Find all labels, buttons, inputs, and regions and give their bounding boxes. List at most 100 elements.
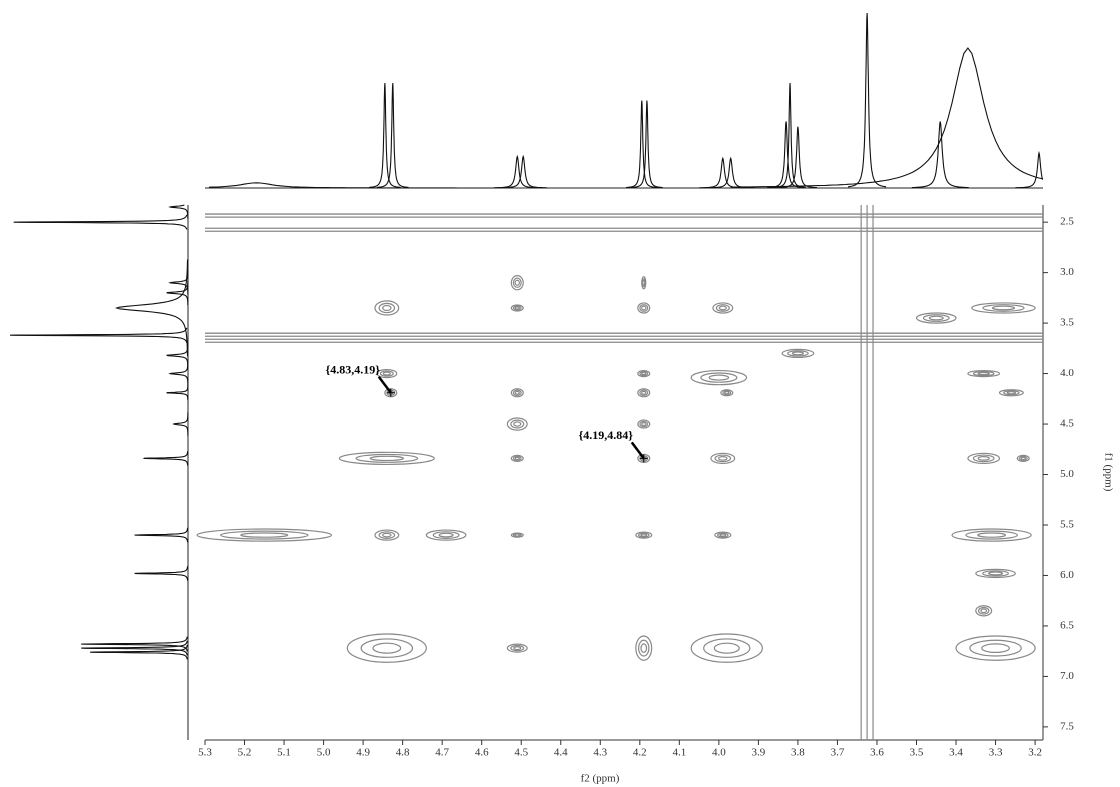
cross-peak-contour [639, 371, 649, 377]
cross-peak-contour [638, 532, 650, 538]
cross-peak-contour [510, 275, 524, 291]
annotation-label: {4.83,4.19} [326, 363, 381, 377]
cross-peak-contour [637, 302, 651, 314]
y-tick-label: 6.5 [1060, 619, 1074, 631]
cross-peak-contour [975, 605, 993, 617]
left-projection-peak [13, 214, 188, 230]
cross-peak-contour [512, 455, 522, 461]
cross-peak-contour [713, 642, 740, 654]
y-tick-label: 5.0 [1060, 468, 1074, 480]
cross-peak-contour [355, 453, 419, 463]
cross-peak-contour [506, 417, 528, 431]
x-tick-label: 3.9 [752, 747, 766, 759]
cross-peak-contour [928, 315, 944, 321]
x-tick-label: 4.1 [672, 747, 686, 759]
cross-peak-contour [965, 530, 1018, 540]
cross-peak-contour [714, 531, 732, 539]
cross-peak-contour [971, 302, 1036, 314]
cross-peak-contour [700, 372, 738, 383]
cross-peak-contour [977, 371, 990, 376]
annotation-label: {4.19,4.84} [579, 428, 634, 442]
cross-peak-contour [967, 369, 1001, 378]
cross-peak-contour [708, 374, 730, 381]
cross-peak-contour [1006, 391, 1017, 395]
cross-peak-contour [640, 533, 648, 537]
cross-peak-contour [379, 370, 394, 377]
cross-peak-contour [638, 639, 650, 657]
cross-peak-contour [703, 638, 751, 658]
y-tick-label: 7.0 [1060, 670, 1074, 682]
x-tick-label: 5.2 [238, 747, 252, 759]
top-projection-peak [1015, 150, 1044, 189]
cross-peak-contour [635, 531, 653, 539]
cross-peak-contour [374, 529, 400, 541]
cross-peak-contour [378, 302, 396, 314]
cross-peak-contour [955, 635, 1036, 661]
cross-peak-contour [432, 531, 460, 539]
left-projection-peak [143, 451, 189, 466]
cross-peak-contour [991, 305, 1016, 311]
cross-peak-contour [641, 390, 647, 395]
cross-peak-contour [512, 277, 522, 288]
left-projection-peak [114, 259, 189, 357]
y-tick-label: 2.5 [1060, 216, 1074, 228]
cross-peak-contour [720, 389, 734, 397]
cross-peak-contour [514, 279, 520, 286]
cross-peak-contour [382, 304, 392, 312]
y-tick-label: 5.5 [1060, 519, 1074, 531]
top-projection-peak [208, 182, 494, 189]
cross-peak-contour [714, 454, 732, 463]
cross-peak-contour [988, 571, 1004, 576]
top-projection-peak [626, 100, 658, 189]
cross-peak-contour [791, 351, 805, 356]
left-projection-peak [134, 527, 189, 543]
cross-peak-contour [641, 371, 647, 376]
top-projection-peak [699, 156, 747, 189]
x-tick-label: 3.5 [910, 747, 924, 759]
cross-peak-contour [514, 306, 520, 310]
x-tick-label: 3.3 [989, 747, 1003, 759]
x-tick-label: 3.2 [1028, 747, 1042, 759]
cross-peak-contour [977, 606, 990, 615]
x-tick-label: 4.9 [356, 747, 370, 759]
x-tick-label: 3.6 [870, 747, 884, 759]
cross-peak-contour [510, 454, 524, 462]
x-tick-label: 4.5 [514, 747, 528, 759]
cross-peak-contour [710, 452, 736, 465]
cross-peak-contour [346, 633, 427, 663]
x-tick-label: 4.3 [593, 747, 607, 759]
left-projection-peak [166, 343, 189, 368]
cross-peak-contour [510, 388, 524, 398]
cross-peak-contour [1018, 455, 1028, 461]
cross-peak-contour [640, 643, 648, 653]
cross-peak-contour [1016, 454, 1030, 462]
x-axis-label: f2 (ppm) [581, 773, 620, 785]
cross-peak-contour [372, 642, 402, 654]
left-projection-peak [172, 411, 189, 437]
x-tick-label: 5.1 [277, 747, 291, 759]
annotation-arrow [630, 441, 645, 460]
cross-peak-contour [513, 421, 522, 427]
cross-peak-contour [641, 305, 647, 311]
cross-peak-contour [641, 422, 647, 427]
cross-peak-contour [639, 304, 649, 312]
cross-peak-contour [969, 639, 1022, 657]
cross-peak-contour [512, 305, 522, 311]
cross-peak-contour [376, 368, 398, 379]
cross-peak-contour [438, 532, 454, 538]
cross-peak-contour [510, 532, 524, 538]
top-projection-peak [376, 82, 409, 188]
cross-peak-contour [982, 304, 1025, 312]
x-tick-label: 5.0 [317, 747, 331, 759]
cross-peak-contour [1020, 456, 1026, 461]
left-projection-peak [168, 361, 189, 386]
cross-peak-contour [972, 454, 995, 463]
top-projection-peak [493, 154, 541, 189]
cross-peak-contour [981, 643, 1011, 653]
top-projection-peak [631, 100, 663, 189]
cross-peak-contour [510, 644, 525, 652]
cross-peak-contour [637, 419, 651, 429]
cross-peak-contour [972, 371, 995, 377]
left-projection-peak [81, 640, 188, 656]
